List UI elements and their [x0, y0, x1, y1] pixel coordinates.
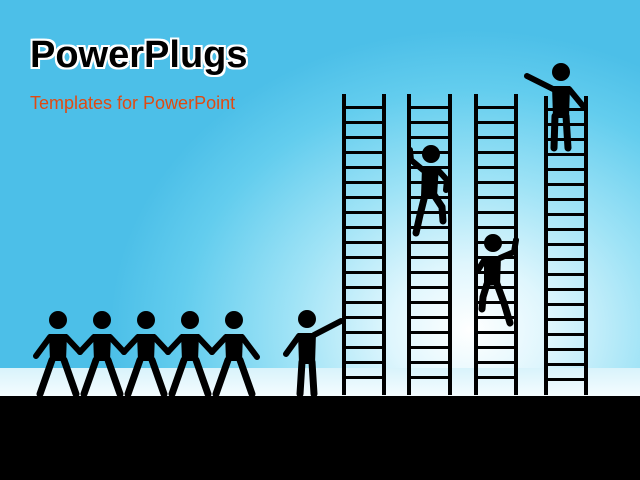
ladder-rung: [344, 361, 384, 364]
ladder-rung: [546, 318, 586, 321]
ladder-rung: [476, 166, 516, 169]
queue-person-5: [209, 311, 260, 398]
ladder-rung: [344, 211, 384, 214]
ladder-rung: [546, 228, 586, 231]
ladder-rung: [344, 136, 384, 139]
ladder-rung: [344, 376, 384, 379]
ladder-rail: [407, 94, 411, 395]
ladder-rung: [344, 331, 384, 334]
queue-people: [33, 311, 260, 398]
ladder-rung: [546, 198, 586, 201]
ladder-rung: [546, 378, 586, 381]
ladder-1: [342, 94, 386, 395]
ladder-rung: [546, 273, 586, 276]
ladder-rung: [476, 151, 516, 154]
ladder-rung: [409, 271, 450, 274]
slide-title: PowerPlugs: [30, 34, 248, 76]
queue-person-1: [33, 311, 83, 398]
ladder-2: [407, 94, 452, 395]
pointing-person: [283, 310, 344, 398]
ladder-rung: [546, 303, 586, 306]
ladder-rung: [476, 211, 516, 214]
ladder-rung: [344, 346, 384, 349]
ladder-rung: [409, 256, 450, 259]
ladder-rung: [409, 376, 450, 379]
ladder-rung: [476, 121, 516, 124]
ladder-rung: [344, 166, 384, 169]
ladder-rung: [476, 226, 516, 229]
ladder-rung: [546, 243, 586, 246]
ladder-rung: [476, 361, 516, 364]
ladder-rung: [409, 196, 450, 199]
climber-upper: [407, 145, 450, 237]
ladder-rung: [344, 181, 384, 184]
ladder-rung: [344, 121, 384, 124]
ladder-rung: [409, 361, 450, 364]
ladder-rung: [409, 211, 450, 214]
ladder-rung: [476, 316, 516, 319]
ladder-rung: [409, 226, 450, 229]
ladder-rail: [474, 94, 478, 395]
ladder-rung: [344, 301, 384, 304]
ladder-rung: [409, 241, 450, 244]
queue-person-3: [121, 311, 171, 398]
ladder-rung: [409, 301, 450, 304]
ladder-rung: [344, 286, 384, 289]
ladder-rung: [476, 346, 516, 349]
ladder-rung: [546, 363, 586, 366]
ladder-rung: [409, 106, 450, 109]
ladder-rail: [342, 94, 346, 395]
ladder-rung: [344, 316, 384, 319]
ladder-rung: [409, 331, 450, 334]
ladder-rung: [476, 376, 516, 379]
ladder-4: [544, 96, 588, 395]
ladder-rung: [344, 196, 384, 199]
ladder-rail: [382, 94, 386, 395]
ladder-rung: [344, 241, 384, 244]
ladder-rung: [546, 258, 586, 261]
ladder-rung: [344, 106, 384, 109]
ladder-rung: [476, 106, 516, 109]
ladder-rung: [409, 346, 450, 349]
ladder-rung: [344, 226, 384, 229]
ladder-rung: [476, 196, 516, 199]
ladder-rung: [344, 151, 384, 154]
ground: [0, 396, 640, 480]
ladder-rung: [546, 153, 586, 156]
ladder-rung: [409, 136, 450, 139]
ladder-rung: [344, 256, 384, 259]
ladder-rung: [409, 286, 450, 289]
ladder-rung: [546, 183, 586, 186]
ladder-rail: [448, 94, 452, 395]
ladder-rung: [476, 301, 516, 304]
ladder-rung: [409, 121, 450, 124]
top-person: [524, 63, 586, 152]
ladder-rung: [546, 288, 586, 291]
ladder-rung: [476, 136, 516, 139]
ladder-rung: [344, 271, 384, 274]
queue-person-4: [165, 311, 215, 398]
horizon-band: [0, 368, 640, 396]
ladder-rung: [546, 333, 586, 336]
ladder-rung: [546, 213, 586, 216]
ladder-rung: [476, 331, 516, 334]
ladder-rung: [546, 348, 586, 351]
ladder-rung: [409, 316, 450, 319]
ladder-rung: [476, 181, 516, 184]
queue-person-2: [77, 311, 127, 398]
slide-subtitle: Templates for PowerPoint: [30, 93, 236, 113]
ladder-rung: [546, 168, 586, 171]
climber-lower: [475, 234, 519, 327]
